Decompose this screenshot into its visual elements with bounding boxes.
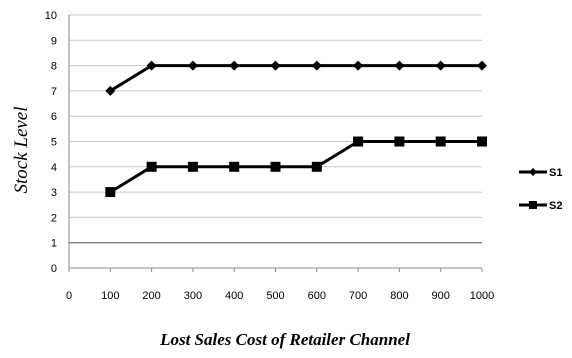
point-s1-800 xyxy=(394,60,405,71)
x-tick-label-400: 400 xyxy=(225,290,243,302)
x-tick-label-700: 700 xyxy=(349,290,367,302)
point-s2-400 xyxy=(229,161,240,172)
y-axis-title: Stock Level xyxy=(11,106,32,193)
y-tick-label-2: 2 xyxy=(51,212,57,224)
point-s1-300 xyxy=(187,60,198,71)
y-tick-label-4: 4 xyxy=(51,162,57,174)
x-tick-label-500: 500 xyxy=(266,290,284,302)
y-tick-labels: 0 1 2 3 4 5 6 7 8 9 10 xyxy=(45,10,57,275)
legend-label-s1: S1 xyxy=(549,167,562,179)
point-s2-700 xyxy=(353,136,364,147)
y-tick-label-6: 6 xyxy=(51,111,57,123)
y-tick-label-3: 3 xyxy=(51,187,57,199)
series-s1 xyxy=(105,60,487,96)
point-s1-500 xyxy=(270,60,281,71)
series-line-s1 xyxy=(109,64,482,93)
x-tick-label-900: 900 xyxy=(432,290,450,302)
point-s2-100 xyxy=(105,187,116,198)
x-tick-label-200: 200 xyxy=(142,290,160,302)
x-tick-label-300: 300 xyxy=(184,290,202,302)
point-s1-900 xyxy=(435,60,446,71)
point-s1-200 xyxy=(146,60,157,71)
point-s1-1000 xyxy=(477,60,487,71)
point-s1-400 xyxy=(229,60,240,71)
point-s2-200 xyxy=(146,161,157,172)
y-tick-label-8: 8 xyxy=(51,61,57,73)
y-tick-label-9: 9 xyxy=(51,35,57,47)
gridlines xyxy=(69,14,482,244)
point-s2-800 xyxy=(394,136,405,147)
axes xyxy=(68,15,483,272)
x-tick-label-600: 600 xyxy=(308,290,326,302)
point-s1-700 xyxy=(353,60,364,71)
series-line-s2 xyxy=(109,140,482,194)
x-tick-label-1000: 1000 xyxy=(470,290,494,302)
x-tick-label-800: 800 xyxy=(390,290,408,302)
x-axis-title: Lost Sales Cost of Retailer Channel xyxy=(159,330,410,349)
y-tick-label-7: 7 xyxy=(51,86,57,98)
legend-marker-s2 xyxy=(529,201,537,209)
legend-label-s2: S2 xyxy=(549,200,562,212)
point-s2-600 xyxy=(311,161,322,172)
y-tick-label-1: 1 xyxy=(51,238,57,250)
point-s2-900 xyxy=(435,136,446,147)
point-s2-300 xyxy=(187,161,198,172)
y-tick-label-10: 10 xyxy=(45,10,57,22)
legend: S1 S2 xyxy=(519,167,562,212)
x-tick-labels: 0 100 200 300 400 500 600 700 800 900 1000 xyxy=(66,290,494,302)
series-s2 xyxy=(105,136,487,198)
y-tick-label-0: 0 xyxy=(51,263,57,275)
point-s1-600 xyxy=(311,60,322,71)
point-s1-100 xyxy=(105,85,116,96)
x-tick-label-0: 0 xyxy=(66,290,72,302)
legend-item-s2: S2 xyxy=(519,200,562,212)
legend-marker-s1 xyxy=(529,168,537,176)
point-s2-500 xyxy=(270,161,281,172)
y-tick-label-5: 5 xyxy=(51,137,57,149)
x-tick-label-100: 100 xyxy=(101,290,119,302)
legend-item-s1: S1 xyxy=(519,167,562,179)
point-s2-1000 xyxy=(477,136,487,147)
series-layer xyxy=(105,60,487,198)
